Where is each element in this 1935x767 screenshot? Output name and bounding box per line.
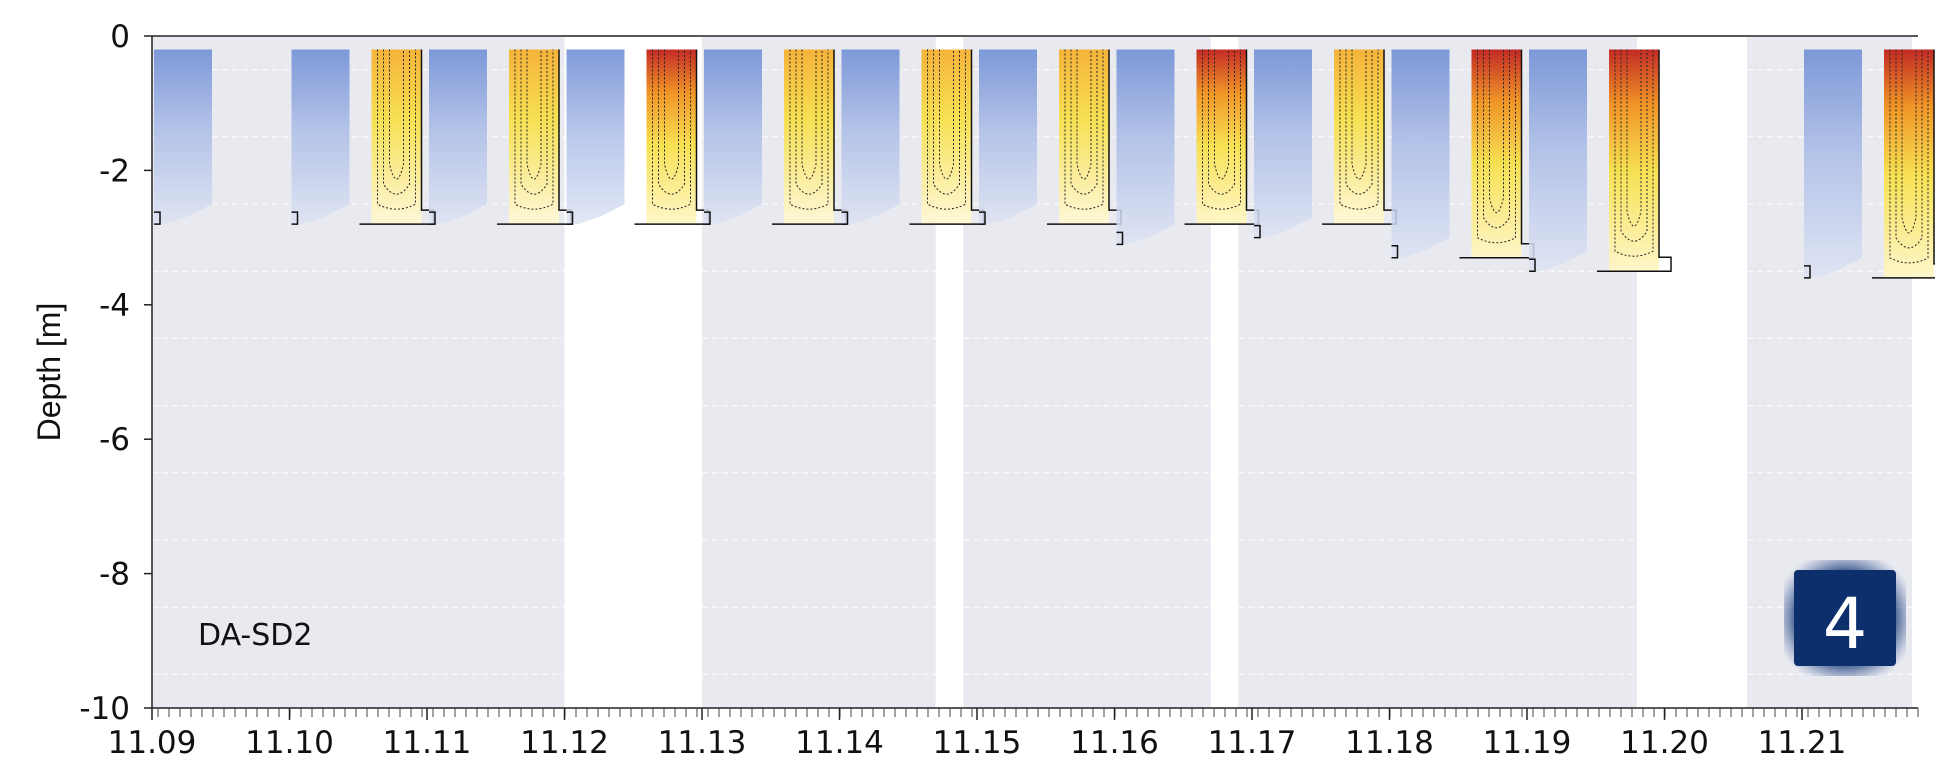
contour-line (1391, 245, 1399, 259)
x-tick-label: 11.20 (1620, 725, 1709, 761)
contour-line (1254, 224, 1261, 239)
warm-plume-11.17 (1334, 49, 1384, 225)
x-tick-label: 11.11 (383, 725, 472, 761)
y-tick-label: -10 (79, 691, 130, 727)
x-tick-label: 11.17 (1208, 725, 1297, 761)
cool-plume-11.16 (1116, 49, 1175, 245)
x-tick-label: 11.18 (1345, 725, 1434, 761)
cool-plume-11.12 (566, 49, 625, 225)
contour-line (1872, 49, 1935, 279)
contour-line-dotted (1214, 49, 1229, 180)
y-tick-label: -2 (99, 153, 130, 189)
cool-plume-11.15 (979, 49, 1037, 225)
warm-plume-11.15 (1059, 49, 1109, 225)
y-axis-ticks: 0 -2 -4 -6 -8 -10 (79, 19, 152, 727)
x-tick-label: 11.09 (108, 725, 197, 761)
contour-line-dotted (1620, 49, 1648, 242)
contour-line (1804, 265, 1811, 279)
contour-line-dotted (520, 49, 548, 195)
y-tick-label: -6 (99, 422, 130, 458)
contour-line-dotted (939, 49, 954, 180)
contour-line (841, 211, 849, 225)
station-label: DA-SD2 (198, 618, 313, 653)
contour-line (704, 211, 711, 225)
cool-plume-11.18 (1391, 49, 1450, 258)
contour-line-dotted (1345, 49, 1373, 195)
cool-plume-11.17 (1254, 49, 1312, 238)
y-tick-label: 0 (110, 19, 130, 55)
contour-line (1116, 231, 1124, 246)
contour-line-dotted (658, 49, 685, 195)
warm-plume-11.14 (921, 49, 972, 225)
plot-area (152, 37, 1935, 708)
warm-plume-11.12 (646, 49, 697, 225)
cool-plume-11.09 (154, 49, 212, 225)
contour-line-dotted (1076, 49, 1092, 180)
contour-line-dotted (1626, 49, 1642, 227)
contour-line (979, 211, 986, 225)
contour-line (291, 211, 299, 225)
warm-plume-11.13 (784, 49, 834, 225)
cool-plume-11.14 (841, 49, 900, 225)
contour-line-dotted (389, 49, 404, 180)
y-axis-label: Depth [m] (31, 303, 67, 442)
cool-plume-11.11 (429, 49, 487, 225)
contour-line-dotted (1489, 49, 1504, 214)
contour-line-dotted (1901, 49, 1917, 234)
contour-line-dotted (664, 49, 679, 180)
warm-plume-11.16 (1196, 49, 1247, 225)
warm-plume-11.18 (1471, 49, 1522, 258)
contour-line-dotted (1477, 49, 1516, 244)
x-tick-label: 11.13 (658, 725, 747, 761)
contour-line (1597, 49, 1672, 272)
contour-line-dotted (383, 49, 410, 195)
contour-line-dotted (1614, 49, 1654, 257)
cool-plume-11.10 (291, 49, 350, 225)
panel-badge-number: 4 (1823, 583, 1868, 665)
contour-line-dotted (1208, 49, 1235, 195)
y-tick-label: -8 (99, 557, 130, 593)
contour-line-dotted (1070, 49, 1098, 195)
panel-badge: 4 (1784, 560, 1906, 676)
x-tick-label: 11.15 (933, 725, 1022, 761)
contour-line-dotted (1483, 49, 1510, 229)
contour-line-dotted (801, 49, 817, 180)
x-tick-label: 11.19 (1483, 725, 1572, 761)
warm-plume-11.21 (1884, 49, 1934, 278)
contour-line (429, 211, 436, 225)
x-tick-label: 11.14 (795, 725, 884, 761)
contour-line-dotted (795, 49, 823, 195)
contour-line-dotted (1351, 49, 1367, 180)
data-segment-1 (152, 37, 565, 708)
contour-line-dotted (526, 49, 542, 180)
y-tick-label: -4 (99, 288, 130, 324)
cool-plume-11.13 (704, 49, 762, 225)
contour-line-dotted (1895, 49, 1923, 249)
x-tick-label: 11.10 (245, 725, 334, 761)
cool-plume-11.21 (1804, 49, 1862, 278)
contour-line (154, 211, 161, 225)
x-axis-ticks: 11.09 11.10 11.11 11.12 11.13 11.14 11.15 11.16… (108, 708, 1919, 761)
cool-plume-11.19 (1529, 49, 1587, 272)
x-tick-label: 11.12 (520, 725, 609, 761)
contour-line (566, 211, 574, 225)
x-tick-label: 11.16 (1070, 725, 1159, 761)
contour-line-dotted (933, 49, 960, 195)
warm-plume-11.10 (371, 49, 422, 225)
warm-plume-11.19 (1609, 49, 1659, 272)
contour-line (1529, 258, 1536, 272)
x-tick-label: 11.21 (1758, 725, 1847, 761)
contour-line-dotted (1889, 49, 1929, 264)
warm-plume-11.11 (509, 49, 559, 225)
